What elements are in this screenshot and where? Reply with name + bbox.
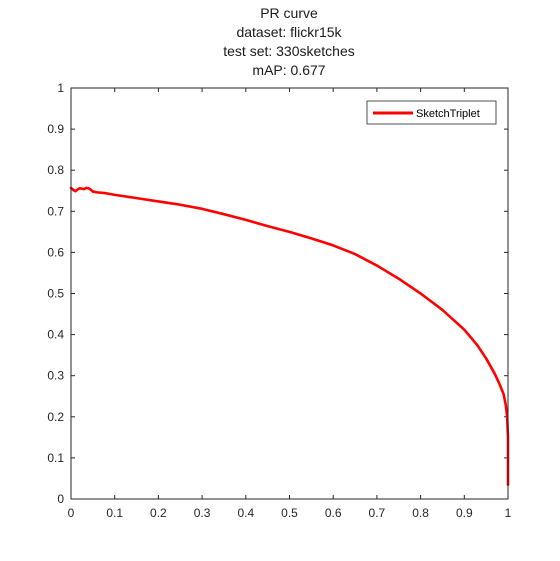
- x-tick-label: 0: [68, 506, 75, 520]
- y-tick-label: 0.4: [47, 328, 64, 342]
- y-tick-label: 0.6: [47, 245, 64, 259]
- y-tick-label: 0.7: [47, 204, 64, 218]
- y-tick-label: 1: [57, 81, 64, 95]
- chart-title: PR curve dataset: flickr15k test set: 33…: [223, 5, 355, 78]
- y-tick-label: 0.1: [47, 451, 64, 465]
- y-tick-label: 0.2: [47, 410, 64, 424]
- x-tick-label: 0.5: [281, 506, 298, 520]
- title-line-2: dataset: flickr15k: [236, 24, 342, 40]
- x-tick-label: 0.3: [194, 506, 211, 520]
- x-tick-label: 0.9: [456, 506, 473, 520]
- x-tick-label: 0.1: [106, 506, 123, 520]
- x-tick-label: 0.6: [325, 506, 342, 520]
- plot-box: [70, 87, 509, 500]
- title-line-1: PR curve: [260, 5, 318, 21]
- legend-box: [366, 100, 497, 125]
- y-tick-label: 0.9: [47, 122, 64, 136]
- y-tick-label: 0.8: [47, 163, 64, 177]
- plot-area: [71, 88, 508, 499]
- x-tick-label: 0.2: [150, 506, 167, 520]
- x-tick-label: 0.7: [369, 506, 386, 520]
- y-tick-label: 0: [57, 492, 64, 506]
- title-line-3: test set: 330sketches: [223, 43, 355, 59]
- legend: SketchTriplet: [366, 100, 497, 125]
- x-tick-label: 1: [505, 506, 512, 520]
- legend-entry-label: SketchTriplet: [416, 108, 480, 120]
- y-axis-tick-labels: 0 0.1 0.2 0.3 0.4 0.5 0.6 0.7 0.8 0.9 1: [47, 81, 64, 506]
- series-line-sketchtriplet: [69, 186, 510, 486]
- title-line-4: mAP: 0.677: [252, 62, 325, 78]
- x-axis-tick-labels: 0 0.1 0.2 0.3 0.4 0.5 0.6 0.7 0.8 0.9 1: [68, 506, 512, 520]
- x-tick-label: 0.8: [412, 506, 429, 520]
- y-tick-label: 0.5: [47, 287, 64, 301]
- x-tick-label: 0.4: [237, 506, 254, 520]
- y-tick-label: 0.3: [47, 369, 64, 383]
- series-layer: [69, 186, 510, 486]
